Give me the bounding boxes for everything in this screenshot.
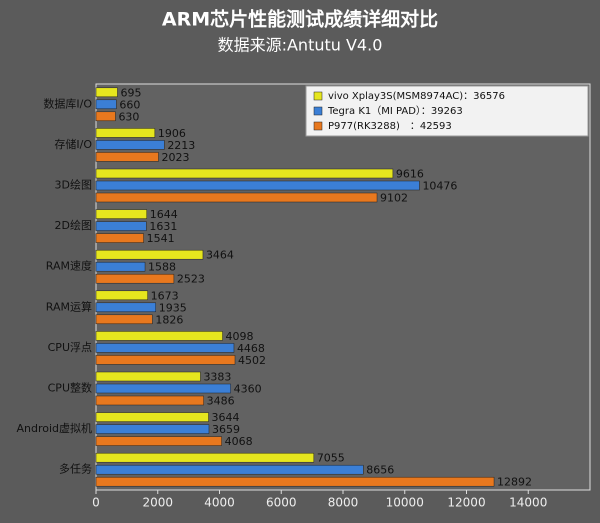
legend-label: P977(RK3288) ：42593 bbox=[328, 121, 452, 132]
value-label: 1588 bbox=[148, 261, 176, 274]
chart-title: ARM芯片性能测试成绩详细对比 bbox=[162, 8, 438, 31]
y-tick-label: 多任务 bbox=[59, 462, 92, 476]
value-label: 4468 bbox=[237, 342, 265, 355]
x-tick-label: 4000 bbox=[204, 496, 235, 510]
value-label: 1826 bbox=[155, 313, 183, 326]
value-label: 3486 bbox=[207, 395, 235, 408]
bar bbox=[95, 290, 148, 301]
bar bbox=[95, 209, 148, 219]
y-tick-label: RAM运算 bbox=[46, 299, 92, 313]
bar bbox=[95, 168, 394, 179]
legend-swatch bbox=[313, 106, 323, 116]
value-label: 1541 bbox=[147, 232, 175, 245]
value-label: 660 bbox=[119, 98, 140, 111]
bar bbox=[95, 395, 204, 406]
bar bbox=[95, 111, 116, 122]
bar bbox=[95, 424, 210, 434]
value-label: 3659 bbox=[212, 423, 240, 436]
bar bbox=[95, 221, 147, 231]
bar bbox=[95, 464, 364, 475]
value-label: 630 bbox=[118, 110, 139, 123]
bar bbox=[95, 152, 159, 162]
bar bbox=[95, 452, 315, 463]
value-label: 1673 bbox=[151, 289, 179, 302]
bar bbox=[95, 476, 495, 487]
value-label: 12892 bbox=[497, 476, 532, 489]
bar bbox=[95, 331, 223, 341]
bar bbox=[95, 273, 175, 284]
y-tick-label: 2D绘图 bbox=[55, 218, 92, 232]
value-label: 9102 bbox=[380, 192, 408, 205]
value-label: 9616 bbox=[396, 168, 424, 181]
bar bbox=[95, 343, 235, 353]
bar bbox=[95, 261, 146, 272]
bar bbox=[95, 383, 231, 394]
chart-subtitle: 数据来源:Antutu V4.0 bbox=[218, 36, 383, 55]
x-tick-label: 12000 bbox=[447, 496, 485, 510]
value-label: 2523 bbox=[177, 273, 205, 286]
value-label: 7055 bbox=[317, 452, 345, 465]
x-tick-label: 2000 bbox=[142, 496, 173, 510]
y-tick-label: CPU浮点 bbox=[48, 341, 92, 354]
bar bbox=[95, 99, 117, 110]
y-tick-label: 数据库I/O bbox=[43, 96, 92, 110]
bar bbox=[95, 249, 204, 260]
legend-swatch bbox=[313, 121, 323, 131]
bar bbox=[95, 140, 165, 150]
value-label: 4098 bbox=[226, 330, 254, 343]
value-label: 1631 bbox=[149, 220, 177, 233]
bar bbox=[95, 233, 144, 243]
value-label: 2023 bbox=[161, 151, 189, 164]
y-tick-label: RAM速度 bbox=[46, 259, 92, 273]
value-label: 4502 bbox=[238, 354, 266, 367]
y-tick-label: Android虚拟机 bbox=[16, 421, 92, 435]
bar bbox=[95, 180, 420, 191]
value-label: 8656 bbox=[366, 464, 394, 477]
value-label: 1906 bbox=[158, 127, 186, 140]
x-tick-label: 6000 bbox=[266, 496, 297, 510]
bar bbox=[95, 128, 156, 138]
bar bbox=[95, 87, 118, 98]
x-tick-label: 14000 bbox=[509, 496, 547, 510]
bar bbox=[95, 412, 209, 422]
y-tick-label: 3D绘图 bbox=[55, 178, 92, 192]
legend-label: Tegra K1（MI PAD）：39263 bbox=[327, 105, 463, 117]
value-label: 2213 bbox=[167, 139, 195, 152]
plot-area bbox=[95, 83, 591, 491]
legend-box bbox=[305, 85, 589, 137]
x-tick-label: 10000 bbox=[386, 496, 424, 510]
value-label: 3383 bbox=[203, 371, 231, 384]
value-label: 4068 bbox=[225, 435, 253, 448]
bar bbox=[95, 314, 153, 325]
value-label: 3464 bbox=[206, 249, 234, 262]
bar bbox=[95, 302, 156, 313]
y-tick-label: 存储I/O bbox=[54, 137, 92, 151]
x-tick-label: 8000 bbox=[328, 496, 359, 510]
bar bbox=[95, 192, 378, 203]
value-label: 3644 bbox=[212, 411, 240, 424]
value-label: 10476 bbox=[422, 180, 457, 193]
bar bbox=[95, 355, 236, 365]
y-tick-label: CPU整数 bbox=[48, 381, 92, 395]
value-label: 695 bbox=[120, 86, 141, 99]
legend-label: vivo Xplay3S(MSM8974AC)：36576 bbox=[328, 91, 505, 102]
bar bbox=[95, 371, 201, 382]
bar bbox=[95, 436, 222, 446]
x-tick-label: 0 bbox=[92, 496, 100, 510]
legend-swatch bbox=[313, 91, 323, 101]
value-label: 1935 bbox=[159, 301, 187, 314]
value-label: 1644 bbox=[150, 208, 178, 221]
value-label: 4360 bbox=[234, 383, 262, 396]
